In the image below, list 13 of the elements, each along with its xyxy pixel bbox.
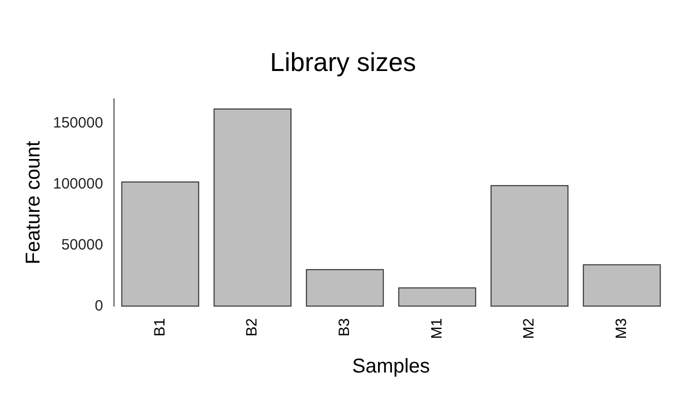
y-axis-title: Feature count — [22, 140, 45, 264]
x-tick-label: M1 — [428, 318, 446, 340]
y-tick-label: 100000 — [52, 176, 104, 193]
x-tick-label: B2 — [244, 318, 261, 337]
y-tick-label: 150000 — [52, 114, 104, 132]
x-tick-label: B1 — [151, 318, 168, 337]
x-axis-title: Samples — [352, 356, 430, 378]
x-tick-label: B3 — [336, 318, 354, 337]
y-tick-label: 0 — [94, 297, 104, 314]
x-tick-label: M2 — [520, 318, 538, 340]
y-tick-label: 50000 — [61, 236, 104, 254]
chart-title: Library sizes — [270, 46, 416, 77]
x-tick-label: M3 — [612, 318, 630, 340]
